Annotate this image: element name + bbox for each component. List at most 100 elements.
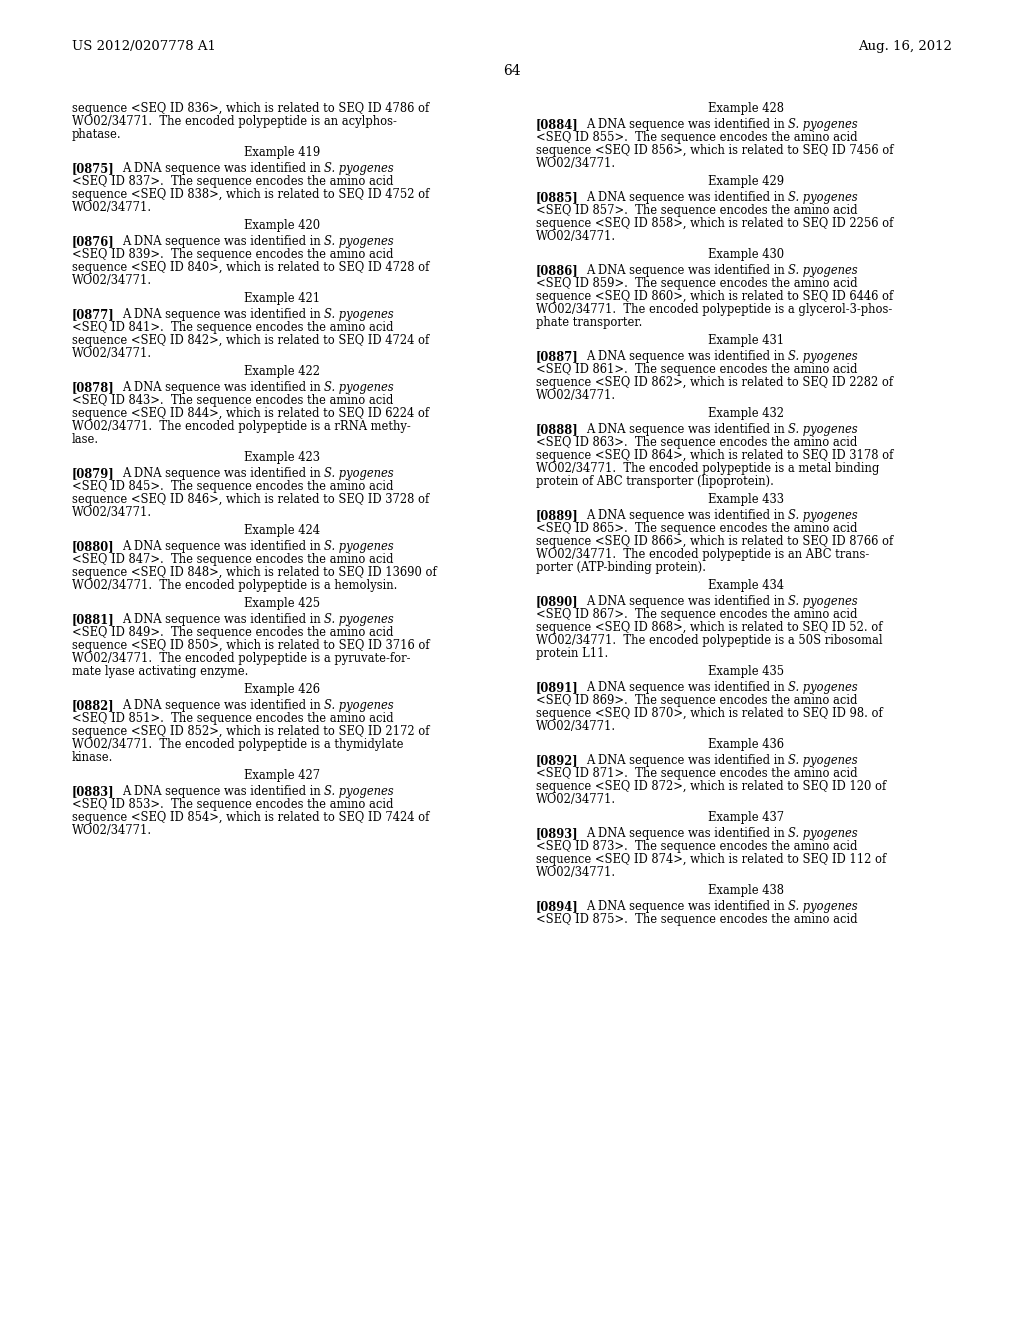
Text: A DNA sequence was identified in: A DNA sequence was identified in — [122, 308, 325, 321]
Text: Example 423: Example 423 — [244, 451, 319, 465]
Text: sequence <SEQ ID 848>, which is related to SEQ ID 13690 of: sequence <SEQ ID 848>, which is related … — [72, 566, 437, 579]
Text: sequence <SEQ ID 852>, which is related to SEQ ID 2172 of: sequence <SEQ ID 852>, which is related … — [72, 725, 429, 738]
Text: S. pyogenes: S. pyogenes — [788, 350, 858, 363]
Text: S. pyogenes: S. pyogenes — [788, 191, 858, 205]
Text: A DNA sequence was identified in: A DNA sequence was identified in — [586, 350, 788, 363]
Text: WO02/34771.  The encoded polypeptide is a glycerol-3-phos-: WO02/34771. The encoded polypeptide is a… — [536, 304, 892, 315]
Text: A DNA sequence was identified in: A DNA sequence was identified in — [586, 264, 788, 277]
Text: Example 430: Example 430 — [708, 248, 784, 261]
Text: WO02/34771.: WO02/34771. — [72, 506, 153, 519]
Text: Example 436: Example 436 — [708, 738, 784, 751]
Text: sequence <SEQ ID 872>, which is related to SEQ ID 120 of: sequence <SEQ ID 872>, which is related … — [536, 780, 886, 793]
Text: Example 435: Example 435 — [708, 665, 784, 678]
Text: <SEQ ID 857>.  The sequence encodes the amino acid: <SEQ ID 857>. The sequence encodes the a… — [536, 205, 858, 216]
Text: S. pyogenes: S. pyogenes — [325, 381, 394, 393]
Text: <SEQ ID 871>.  The sequence encodes the amino acid: <SEQ ID 871>. The sequence encodes the a… — [536, 767, 858, 780]
Text: lase.: lase. — [72, 433, 99, 446]
Text: US 2012/0207778 A1: US 2012/0207778 A1 — [72, 40, 216, 53]
Text: S. pyogenes: S. pyogenes — [788, 510, 858, 521]
Text: Example 420: Example 420 — [244, 219, 321, 232]
Text: sequence <SEQ ID 846>, which is related to SEQ ID 3728 of: sequence <SEQ ID 846>, which is related … — [72, 492, 429, 506]
Text: sequence <SEQ ID 842>, which is related to SEQ ID 4724 of: sequence <SEQ ID 842>, which is related … — [72, 334, 429, 347]
Text: <SEQ ID 869>.  The sequence encodes the amino acid: <SEQ ID 869>. The sequence encodes the a… — [536, 694, 857, 708]
Text: <SEQ ID 855>.  The sequence encodes the amino acid: <SEQ ID 855>. The sequence encodes the a… — [536, 131, 858, 144]
Text: protein of ABC transporter (lipoprotein).: protein of ABC transporter (lipoprotein)… — [536, 475, 774, 488]
Text: [0876]: [0876] — [72, 235, 115, 248]
Text: sequence <SEQ ID 862>, which is related to SEQ ID 2282 of: sequence <SEQ ID 862>, which is related … — [536, 376, 893, 389]
Text: Example 424: Example 424 — [244, 524, 319, 537]
Text: sequence <SEQ ID 836>, which is related to SEQ ID 4786 of: sequence <SEQ ID 836>, which is related … — [72, 102, 429, 115]
Text: Example 437: Example 437 — [708, 810, 784, 824]
Text: WO02/34771.: WO02/34771. — [536, 157, 616, 170]
Text: Example 429: Example 429 — [708, 176, 784, 187]
Text: [0893]: [0893] — [536, 828, 579, 840]
Text: [0877]: [0877] — [72, 308, 115, 321]
Text: [0882]: [0882] — [72, 700, 115, 711]
Text: S. pyogenes: S. pyogenes — [788, 264, 858, 277]
Text: [0875]: [0875] — [72, 162, 115, 176]
Text: [0881]: [0881] — [72, 612, 115, 626]
Text: kinase.: kinase. — [72, 751, 114, 764]
Text: Example 431: Example 431 — [708, 334, 784, 347]
Text: A DNA sequence was identified in: A DNA sequence was identified in — [586, 828, 788, 840]
Text: [0880]: [0880] — [72, 540, 115, 553]
Text: WO02/34771.  The encoded polypeptide is a hemolysin.: WO02/34771. The encoded polypeptide is a… — [72, 579, 397, 591]
Text: WO02/34771.: WO02/34771. — [536, 230, 616, 243]
Text: [0884]: [0884] — [536, 117, 579, 131]
Text: <SEQ ID 865>.  The sequence encodes the amino acid: <SEQ ID 865>. The sequence encodes the a… — [536, 521, 857, 535]
Text: <SEQ ID 859>.  The sequence encodes the amino acid: <SEQ ID 859>. The sequence encodes the a… — [536, 277, 858, 290]
Text: Example 421: Example 421 — [244, 292, 321, 305]
Text: WO02/34771.  The encoded polypeptide is a thymidylate: WO02/34771. The encoded polypeptide is a… — [72, 738, 403, 751]
Text: S. pyogenes: S. pyogenes — [325, 235, 394, 248]
Text: <SEQ ID 875>.  The sequence encodes the amino acid: <SEQ ID 875>. The sequence encodes the a… — [536, 913, 858, 927]
Text: <SEQ ID 847>.  The sequence encodes the amino acid: <SEQ ID 847>. The sequence encodes the a… — [72, 553, 393, 566]
Text: S. pyogenes: S. pyogenes — [325, 162, 394, 176]
Text: <SEQ ID 873>.  The sequence encodes the amino acid: <SEQ ID 873>. The sequence encodes the a… — [536, 840, 857, 853]
Text: Aug. 16, 2012: Aug. 16, 2012 — [858, 40, 952, 53]
Text: [0879]: [0879] — [72, 467, 115, 480]
Text: <SEQ ID 851>.  The sequence encodes the amino acid: <SEQ ID 851>. The sequence encodes the a… — [72, 711, 393, 725]
Text: A DNA sequence was identified in: A DNA sequence was identified in — [586, 422, 788, 436]
Text: WO02/34771.: WO02/34771. — [72, 201, 153, 214]
Text: A DNA sequence was identified in: A DNA sequence was identified in — [122, 467, 325, 480]
Text: A DNA sequence was identified in: A DNA sequence was identified in — [122, 235, 325, 248]
Text: <SEQ ID 867>.  The sequence encodes the amino acid: <SEQ ID 867>. The sequence encodes the a… — [536, 609, 857, 620]
Text: Example 428: Example 428 — [708, 102, 784, 115]
Text: S. pyogenes: S. pyogenes — [788, 117, 858, 131]
Text: WO02/34771.: WO02/34771. — [536, 866, 616, 879]
Text: [0889]: [0889] — [536, 510, 579, 521]
Text: protein L11.: protein L11. — [536, 647, 608, 660]
Text: A DNA sequence was identified in: A DNA sequence was identified in — [122, 700, 325, 711]
Text: Example 434: Example 434 — [708, 579, 784, 591]
Text: A DNA sequence was identified in: A DNA sequence was identified in — [586, 900, 788, 913]
Text: WO02/34771.: WO02/34771. — [536, 389, 616, 403]
Text: S. pyogenes: S. pyogenes — [325, 308, 394, 321]
Text: <SEQ ID 863>.  The sequence encodes the amino acid: <SEQ ID 863>. The sequence encodes the a… — [536, 436, 857, 449]
Text: [0891]: [0891] — [536, 681, 579, 694]
Text: sequence <SEQ ID 860>, which is related to SEQ ID 6446 of: sequence <SEQ ID 860>, which is related … — [536, 290, 893, 304]
Text: WO02/34771.: WO02/34771. — [536, 793, 616, 807]
Text: A DNA sequence was identified in: A DNA sequence was identified in — [586, 117, 788, 131]
Text: phatase.: phatase. — [72, 128, 122, 141]
Text: S. pyogenes: S. pyogenes — [325, 700, 394, 711]
Text: WO02/34771.  The encoded polypeptide is a rRNA methy-: WO02/34771. The encoded polypeptide is a… — [72, 420, 411, 433]
Text: WO02/34771.: WO02/34771. — [72, 275, 153, 286]
Text: phate transporter.: phate transporter. — [536, 315, 642, 329]
Text: <SEQ ID 853>.  The sequence encodes the amino acid: <SEQ ID 853>. The sequence encodes the a… — [72, 799, 393, 810]
Text: Example 432: Example 432 — [708, 407, 784, 420]
Text: S. pyogenes: S. pyogenes — [325, 785, 394, 799]
Text: <SEQ ID 861>.  The sequence encodes the amino acid: <SEQ ID 861>. The sequence encodes the a… — [536, 363, 857, 376]
Text: S. pyogenes: S. pyogenes — [788, 595, 858, 609]
Text: WO02/34771.: WO02/34771. — [72, 347, 153, 360]
Text: sequence <SEQ ID 868>, which is related to SEQ ID 52. of: sequence <SEQ ID 868>, which is related … — [536, 620, 883, 634]
Text: WO02/34771.  The encoded polypeptide is a pyruvate-for-: WO02/34771. The encoded polypeptide is a… — [72, 652, 411, 665]
Text: [0887]: [0887] — [536, 350, 579, 363]
Text: Example 427: Example 427 — [244, 770, 321, 781]
Text: [0885]: [0885] — [536, 191, 579, 205]
Text: Example 425: Example 425 — [244, 597, 321, 610]
Text: <SEQ ID 837>.  The sequence encodes the amino acid: <SEQ ID 837>. The sequence encodes the a… — [72, 176, 393, 187]
Text: sequence <SEQ ID 856>, which is related to SEQ ID 7456 of: sequence <SEQ ID 856>, which is related … — [536, 144, 894, 157]
Text: WO02/34771.  The encoded polypeptide is a metal binding: WO02/34771. The encoded polypeptide is a… — [536, 462, 880, 475]
Text: Example 426: Example 426 — [244, 682, 319, 696]
Text: S. pyogenes: S. pyogenes — [325, 612, 394, 626]
